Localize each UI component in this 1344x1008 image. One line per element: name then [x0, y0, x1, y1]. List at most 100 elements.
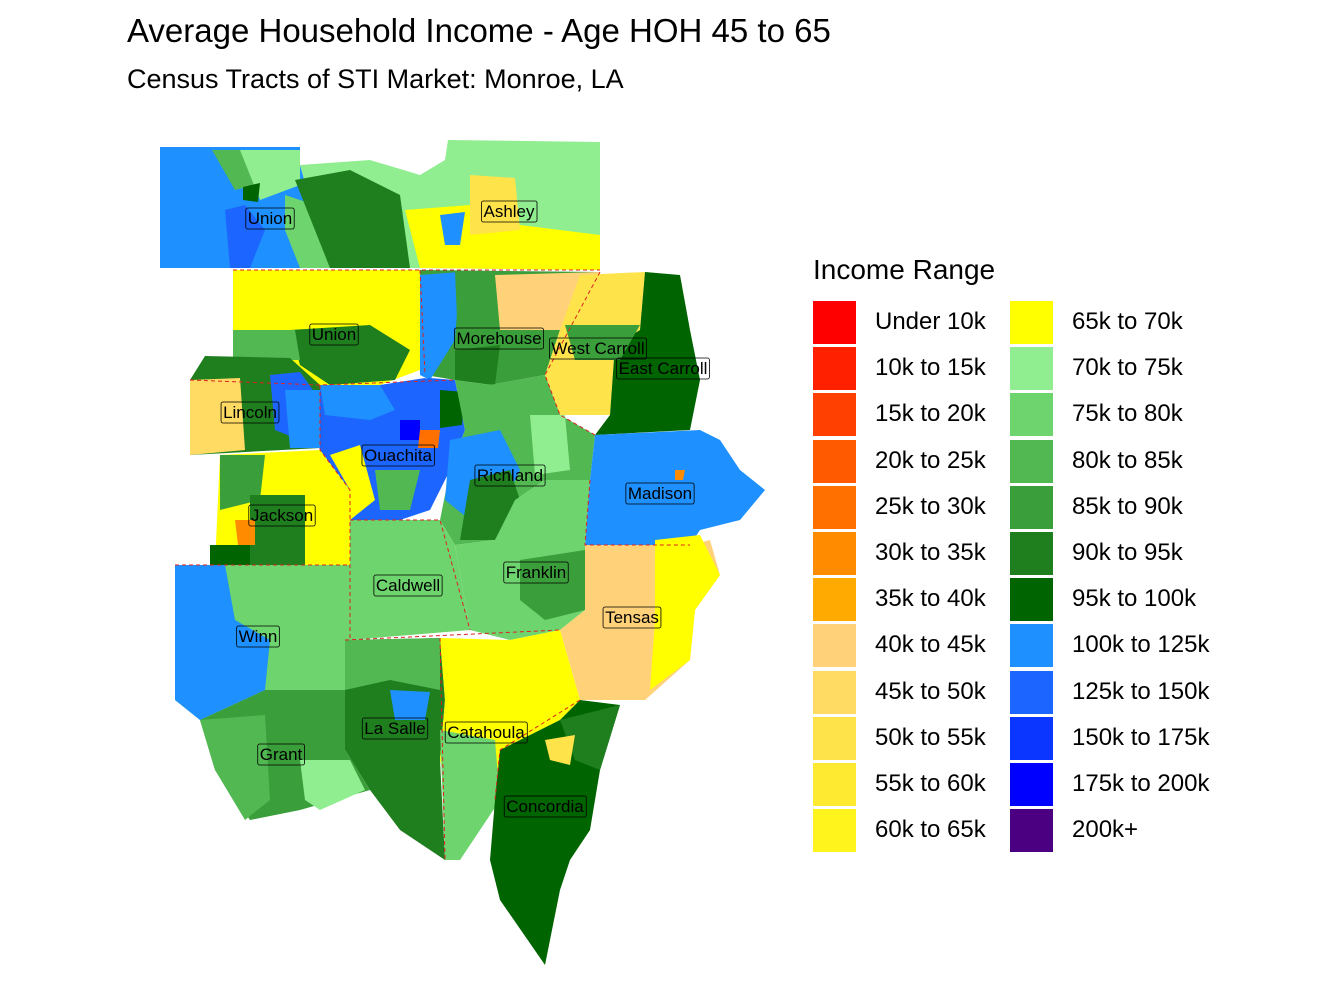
parish-label-text: East Carroll: [619, 359, 708, 378]
legend-swatch: [1010, 393, 1053, 437]
legend-swatch: [813, 532, 856, 575]
legend-label: 200k+: [1072, 816, 1139, 844]
legend-swatch: [813, 763, 856, 806]
legend-item: Under 10k: [813, 300, 1073, 346]
parish-label-text: Ashley: [483, 202, 535, 221]
parish-label-box: [361, 717, 429, 740]
parish-ouachita[interactable]: [320, 378, 465, 520]
map-subtitle: Census Tracts of STI Market: Monroe, LA: [127, 64, 624, 94]
parish-label-box: [625, 482, 695, 505]
legend-label: 70k to 75k: [1072, 354, 1183, 382]
parish-label: Union: [245, 207, 295, 230]
legend-swatch: [1010, 670, 1053, 714]
parish-label-box: [548, 337, 648, 360]
parish-label: Franklin: [503, 561, 569, 584]
parish-madison[interactable]: [585, 430, 765, 545]
legend-item: 150k to 175k: [1010, 716, 1270, 762]
legend-label: 10k to 15k: [875, 354, 986, 382]
legend-item: 30k to 35k: [813, 531, 1073, 577]
parish-la-salle[interactable]: [345, 638, 445, 860]
parish-label: Grant: [257, 743, 305, 766]
parish-concordia[interactable]: [490, 700, 620, 965]
parish-catahoula[interactable]: [440, 630, 580, 860]
parish-label: West Carroll: [548, 337, 648, 360]
map-title: Average Household Income - Age HOH 45 to…: [127, 12, 831, 49]
parish-label-box: [444, 721, 528, 744]
parish-label-box: [503, 795, 587, 818]
legend-swatch: [1010, 578, 1053, 622]
parish-label: Lincoln: [220, 401, 280, 424]
parish-ashley[interactable]: [295, 140, 600, 270]
legend-swatch: [813, 485, 856, 529]
parish-label-text: Ouachita: [364, 446, 433, 465]
parish-label: Caldwell: [373, 574, 443, 597]
legend-swatch: [813, 716, 856, 760]
legend-item: 35k to 40k: [813, 577, 1073, 623]
parish-jackson[interactable]: [210, 450, 350, 565]
parish-winn[interactable]: [175, 565, 350, 720]
parish-label-box: [361, 444, 435, 467]
parish-label: Winn: [236, 625, 280, 648]
legend-label: 35k to 40k: [875, 585, 986, 613]
legend-swatch: [1010, 439, 1053, 483]
parish-label: Tensas: [602, 606, 662, 629]
legend-item: 175k to 200k: [1010, 762, 1270, 808]
legend-label: 60k to 65k: [875, 816, 986, 844]
legend-item: 80k to 85k: [1010, 439, 1270, 485]
parish-label-box: [373, 574, 443, 597]
parish-label-text: Lincoln: [223, 403, 277, 422]
parish-label: La Salle: [361, 717, 429, 740]
legend-swatch: [1010, 624, 1053, 668]
parish-label-box: [257, 743, 305, 766]
parish-label: Union: [309, 323, 359, 346]
parish-franklin[interactable]: [455, 480, 590, 640]
parish-label-box: [220, 401, 280, 424]
parish-lincoln[interactable]: [190, 356, 320, 455]
parish-label-box: [454, 327, 544, 350]
parish-label: Ashley: [481, 200, 538, 223]
legend-title: Income Range: [813, 254, 996, 285]
legend-label: Under 10k: [875, 308, 986, 335]
legend-label: 55k to 60k: [875, 770, 986, 797]
parish-east-carroll[interactable]: [565, 272, 700, 435]
legend-label: 50k to 55k: [875, 723, 986, 751]
parish-union-ar[interactable]: [160, 147, 410, 268]
legend-label: 15k to 20k: [875, 400, 986, 428]
legend-item: 100k to 125k: [1010, 623, 1270, 669]
parish-label-text: Morehouse: [456, 329, 541, 348]
legend-item: 20k to 25k: [813, 439, 1073, 485]
legend-label: 80k to 85k: [1072, 446, 1183, 474]
legend-swatch: [813, 670, 856, 714]
legend-item: 200k+: [1010, 808, 1270, 854]
legend-label: 100k to 125k: [1072, 631, 1210, 659]
parish-label-text: Union: [312, 325, 356, 344]
legend-item: 85k to 90k: [1010, 485, 1270, 531]
parish-caldwell[interactable]: [350, 520, 470, 640]
parish-label-text: Franklin: [506, 563, 566, 582]
legend-item: 40k to 45k: [813, 623, 1073, 669]
legend-swatch: [1010, 347, 1053, 391]
parish-tensas[interactable]: [560, 535, 720, 700]
parish-label: Ouachita: [361, 444, 435, 467]
parish-label-text: West Carroll: [551, 339, 644, 358]
parish-labels: Union Ashley Union Morehouse West CarrollEas…: [220, 200, 710, 818]
legend-item: 45k to 50k: [813, 670, 1073, 716]
legend-label: 20k to 25k: [875, 446, 986, 474]
parish-label-box: [245, 207, 295, 230]
legend-item: 90k to 95k: [1010, 531, 1270, 577]
parish-label-box: [481, 200, 538, 223]
parish-label: Madison: [625, 482, 695, 505]
legend-item: 125k to 150k: [1010, 670, 1270, 716]
parish-label-text: Grant: [260, 745, 303, 764]
legend-item: 70k to 75k: [1010, 346, 1270, 392]
parish-grant[interactable]: [200, 690, 370, 820]
parish-label: Jackson: [248, 504, 316, 527]
parish-union-la[interactable]: [233, 270, 420, 385]
parish-label-box: [616, 357, 710, 380]
legend-item: 60k to 65k: [813, 808, 1073, 854]
parish-label-text: La Salle: [364, 719, 425, 738]
legend-item: 95k to 100k: [1010, 577, 1270, 623]
parish-label-text: Tensas: [605, 608, 659, 627]
parish-label-box: [602, 606, 662, 629]
